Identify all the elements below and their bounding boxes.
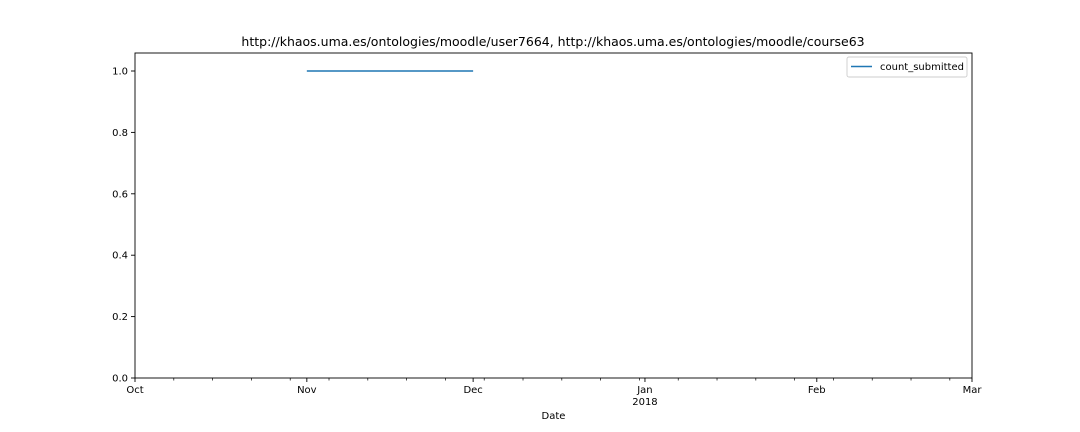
x-tick-label: Jan [636, 385, 652, 396]
y-tick-label: 0.0 [112, 374, 128, 385]
plot-frame [134, 52, 973, 379]
x-tick-label: Dec [463, 385, 482, 396]
legend-label: count_submitted [880, 62, 964, 73]
x-tick-label: Mar [963, 385, 983, 396]
y-axis: 0.0 0.2 0.4 0.6 0.8 1.0 [112, 67, 135, 385]
plot-area [134, 52, 973, 379]
y-tick-label: 0.2 [112, 312, 128, 323]
x-tick-label: Nov [297, 385, 317, 396]
x-tick-sublabel: 2018 [632, 397, 657, 408]
y-tick-label: 0.8 [112, 128, 128, 139]
legend-box [846, 56, 968, 78]
x-tick-label: Oct [126, 385, 143, 396]
y-tick-label: 0.6 [112, 189, 128, 200]
x-tick-label: Feb [808, 385, 826, 396]
chart-title: http://khaos.uma.es/ontologies/moodle/us… [241, 34, 864, 49]
y-tick-label: 1.0 [112, 67, 128, 78]
x-axis-label: Date [542, 411, 566, 422]
y-tick-label: 0.4 [112, 251, 128, 262]
legend: count_submitted [846, 56, 968, 78]
